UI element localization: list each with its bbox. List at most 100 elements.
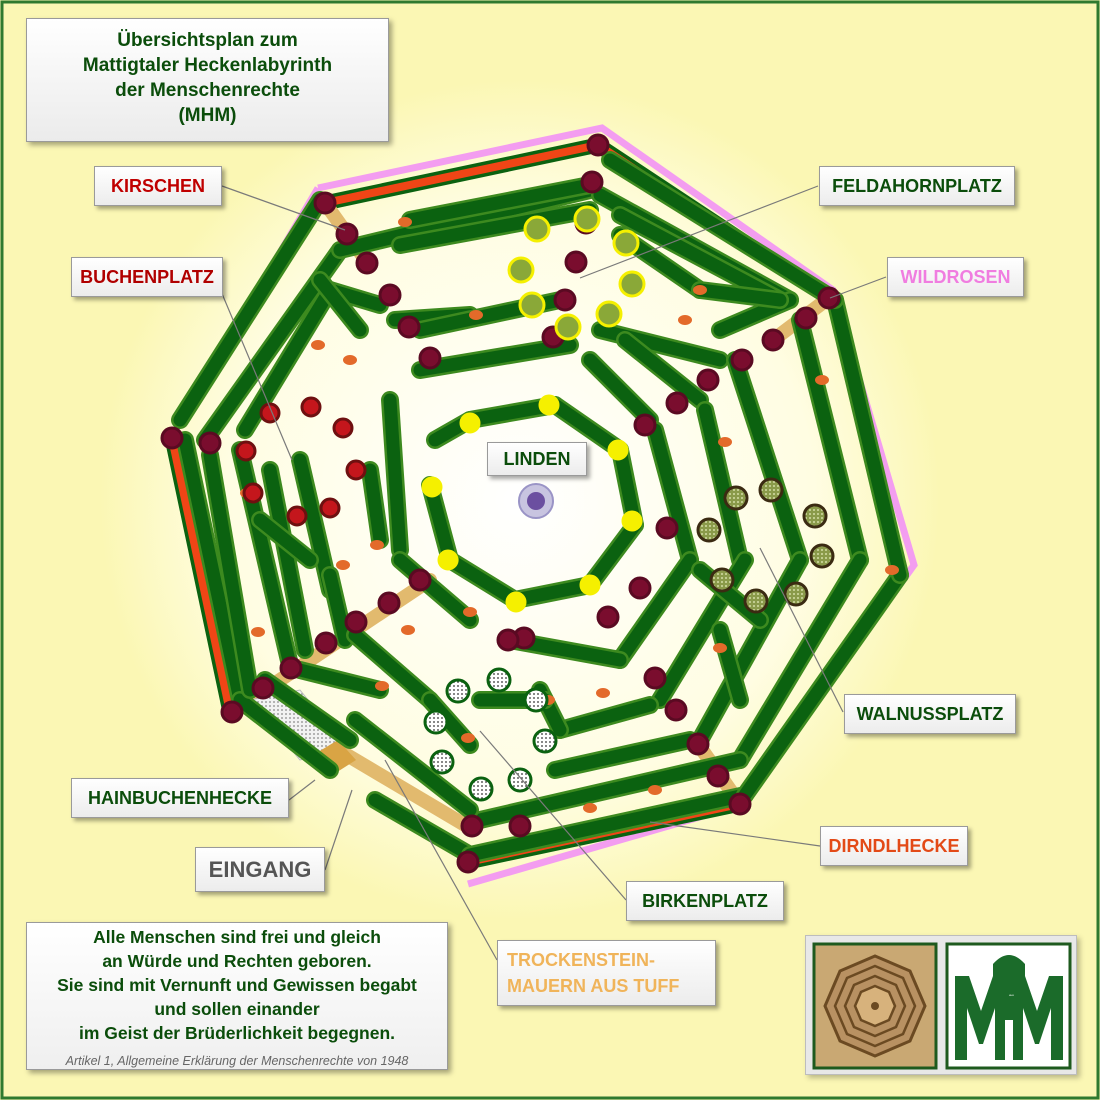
quote-line-4: und sollen einander bbox=[154, 999, 320, 1019]
kirsche-tree-6 bbox=[586, 133, 610, 157]
kirsche-tree-1 bbox=[335, 222, 359, 246]
hedge-end-18 bbox=[461, 733, 475, 743]
hedge-57 bbox=[693, 283, 787, 307]
hedge-31 bbox=[618, 333, 707, 407]
walnuss-tree-2 bbox=[802, 503, 828, 529]
kirsche-tree-9 bbox=[564, 250, 588, 274]
birke-tree-6 bbox=[429, 749, 455, 775]
hedge-34 bbox=[553, 698, 657, 737]
birke-tree-0 bbox=[445, 678, 471, 704]
feldahorn-tree-6 bbox=[518, 291, 546, 319]
hedge-24 bbox=[728, 353, 807, 567]
hedge-26 bbox=[548, 733, 697, 777]
leader-trockenstein bbox=[384, 759, 498, 961]
birke-tree-4 bbox=[507, 767, 533, 793]
kirsche-tree-0 bbox=[313, 191, 337, 215]
kirsche-tree-34 bbox=[706, 764, 730, 788]
quote-line-1: Alle Menschen sind frei und gleich bbox=[93, 927, 381, 947]
kirsche-tree-26 bbox=[220, 700, 244, 724]
hedge-59 bbox=[253, 513, 317, 567]
leader-walnussplatz bbox=[759, 547, 844, 713]
hedge-42 bbox=[583, 353, 657, 427]
birke-tree-5 bbox=[468, 776, 494, 802]
hedge-end-11 bbox=[815, 375, 829, 385]
buche-tree-7 bbox=[235, 440, 257, 462]
feldahorn-tree-1 bbox=[573, 205, 601, 233]
kirsche-tree-13 bbox=[794, 306, 818, 330]
hedge-22 bbox=[613, 208, 787, 307]
leader-dirndlhecke bbox=[649, 821, 821, 847]
trees bbox=[160, 133, 841, 874]
quote-source: Artikel 1, Allgemeine Erklärung der Mens… bbox=[65, 1054, 409, 1068]
feldahorn-tree-8 bbox=[538, 394, 560, 416]
hedge-44 bbox=[613, 553, 697, 667]
birke-tree-1 bbox=[486, 667, 512, 693]
label-trockensteinmauern: TROCKENSTEIN- MAUERN AUS TUFF bbox=[497, 940, 716, 1006]
walnuss-tree-5 bbox=[743, 588, 769, 614]
kirsche-tree-18 bbox=[633, 413, 657, 437]
walnuss-tree-1 bbox=[758, 477, 784, 503]
hedge-46 bbox=[393, 553, 477, 627]
kirsche-tree-3 bbox=[378, 283, 402, 307]
hedge-37 bbox=[323, 568, 352, 647]
hedge-end-6 bbox=[251, 627, 265, 637]
feldahorn-tree-10 bbox=[421, 476, 443, 498]
logo-panel: MHM bbox=[805, 935, 1077, 1075]
kirsche-tree-14 bbox=[761, 328, 785, 352]
hedge-21 bbox=[393, 203, 597, 252]
feldahorn-tree-3 bbox=[618, 270, 646, 298]
kirsche-tree-37 bbox=[643, 666, 667, 690]
kirsche-tree-5 bbox=[418, 346, 442, 370]
label-linden: LINDEN bbox=[487, 442, 587, 476]
hedge-16 bbox=[348, 713, 477, 817]
hedge-2 bbox=[233, 693, 337, 777]
kirsche-tree-23 bbox=[496, 628, 520, 652]
kirsche-tree-21 bbox=[596, 605, 620, 629]
mhm-letters-icon bbox=[955, 955, 1063, 1060]
kirsche-tree-12 bbox=[817, 286, 841, 310]
kirsche-tree-15 bbox=[730, 348, 754, 372]
hedge-5 bbox=[738, 568, 907, 802]
hedges bbox=[171, 151, 909, 864]
buche-tree-2 bbox=[332, 417, 354, 439]
label-feldahornplatz: FELDAHORNPLATZ bbox=[819, 166, 1015, 206]
label-birkenplatz: BIRKENPLATZ bbox=[626, 881, 784, 921]
hedge-6 bbox=[828, 293, 907, 582]
hedge-end-0 bbox=[398, 217, 412, 227]
hedge-end-20 bbox=[583, 803, 597, 813]
hedge-end-1 bbox=[469, 310, 483, 320]
title-line-1: Übersichtsplan zum bbox=[117, 30, 298, 51]
walnuss-tree-4 bbox=[783, 581, 809, 607]
hedge-38 bbox=[348, 628, 437, 707]
hedge-60 bbox=[363, 463, 387, 547]
hedge-end-8 bbox=[693, 285, 707, 295]
kirsche-tree-33 bbox=[728, 792, 752, 816]
hedge-28 bbox=[293, 663, 387, 697]
feldahorn-tree-7 bbox=[507, 256, 535, 284]
kirsche-tree-29 bbox=[314, 631, 338, 655]
hedge-14 bbox=[733, 553, 867, 767]
feldahorn-tree-13 bbox=[579, 574, 601, 596]
entrance-step bbox=[318, 740, 356, 774]
kirsche-tree-20 bbox=[628, 576, 652, 600]
logo-letters: MHM bbox=[1009, 995, 1014, 997]
kirsche-tree-16 bbox=[696, 368, 720, 392]
feldahorn-tree-11 bbox=[437, 549, 459, 571]
kirsche-tree-39 bbox=[460, 814, 484, 838]
hedge-17 bbox=[258, 673, 357, 747]
hedge-end-12 bbox=[885, 565, 899, 575]
kirsche-tree-27 bbox=[251, 676, 275, 700]
hedge-end-9 bbox=[678, 315, 692, 325]
kirsche-tree-10 bbox=[553, 288, 577, 312]
hedge-25 bbox=[693, 553, 807, 747]
leader-hainbuchenhecke bbox=[288, 779, 316, 801]
aerial-labyrinth-icon bbox=[823, 954, 927, 1058]
buche-tree-3 bbox=[345, 459, 367, 481]
label-buchenplatz: BUCHENPLATZ bbox=[71, 257, 223, 297]
kirsche-tree-38 bbox=[456, 850, 480, 874]
hedge-52 bbox=[508, 578, 597, 607]
label-eingang: EINGANG bbox=[195, 847, 325, 892]
trockenstein-line-2: MAUERN AUS TUFF bbox=[507, 976, 680, 996]
kirsche-tree-7 bbox=[580, 170, 604, 194]
